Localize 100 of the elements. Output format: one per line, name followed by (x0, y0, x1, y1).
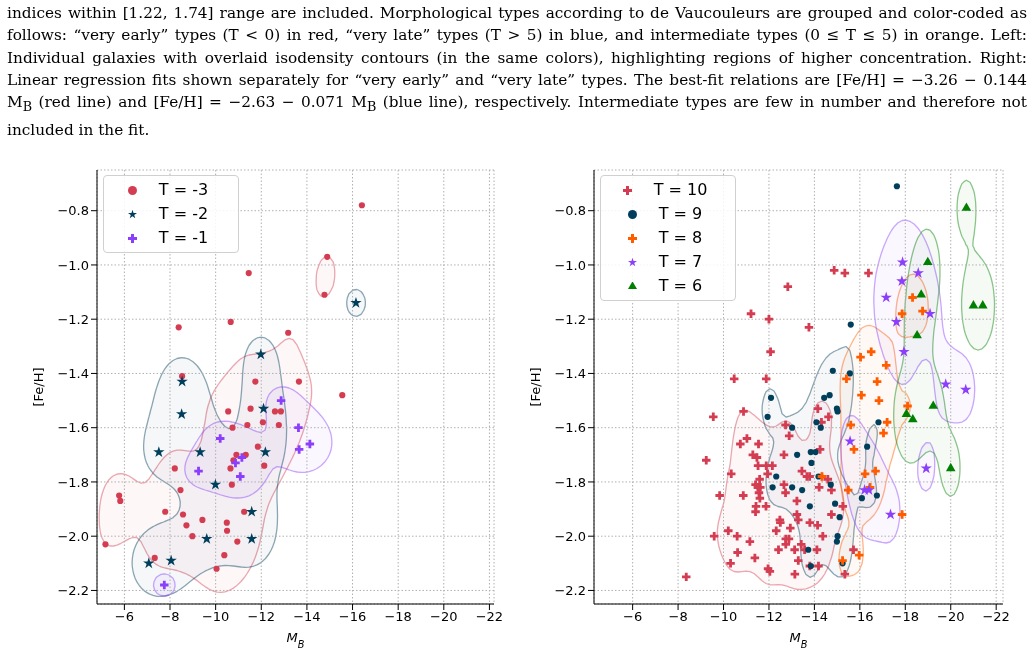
x-tick-label: −12 (755, 609, 783, 625)
point (854, 550, 864, 560)
y-tick-label: −1.6 (554, 420, 586, 436)
point (829, 367, 836, 374)
point (245, 269, 252, 277)
point (940, 378, 952, 390)
point (872, 377, 882, 386)
legend-label: T = 8 (658, 228, 703, 247)
point (849, 445, 859, 454)
point (223, 519, 230, 526)
point (805, 546, 812, 553)
point (143, 557, 155, 569)
y-axis-title: [Fe/H] (31, 367, 46, 407)
point (827, 481, 834, 488)
point (858, 495, 865, 502)
point (175, 408, 188, 419)
legend-label: T = 6 (658, 276, 703, 295)
point (866, 347, 876, 356)
y-tick-label: −1.2 (554, 311, 586, 327)
y-tick-label: −1.2 (57, 311, 89, 327)
point (875, 419, 882, 426)
point (898, 345, 910, 357)
point (897, 510, 907, 519)
x-tick-label: −10 (201, 609, 230, 625)
point (890, 315, 903, 327)
point (227, 318, 234, 325)
point (960, 383, 972, 395)
x-tick-label: −10 (709, 609, 738, 625)
point (838, 556, 847, 565)
point (764, 413, 771, 420)
legend-label: T = -3 (158, 180, 209, 199)
point (799, 486, 806, 494)
y-tick-label: −1.6 (57, 420, 89, 436)
point (244, 421, 251, 429)
point (175, 324, 182, 331)
point (896, 275, 908, 287)
y-tick-label: −2.2 (57, 583, 89, 599)
point (229, 424, 236, 431)
point (277, 408, 284, 415)
point (215, 434, 225, 443)
point (231, 458, 240, 468)
point (227, 465, 234, 472)
point (221, 552, 228, 559)
point (844, 435, 856, 447)
point (241, 508, 248, 515)
point (271, 408, 279, 415)
point (257, 402, 270, 414)
point (199, 516, 206, 523)
x-axis-title: M$_{B}$ (789, 630, 808, 650)
point (789, 484, 796, 491)
point (223, 527, 231, 534)
x-tick-label: −18 (891, 609, 920, 625)
point (339, 392, 346, 399)
point (968, 300, 979, 309)
point (893, 183, 900, 190)
x-tick-label: −16 (846, 609, 874, 625)
y-tick-label: −1.0 (57, 257, 89, 273)
point (821, 394, 828, 401)
legend-label: T = -2 (158, 204, 209, 223)
x-tick-label: −16 (338, 609, 367, 625)
point (918, 306, 927, 316)
y-tick-label: −1.8 (57, 474, 89, 490)
point (884, 508, 897, 520)
point (295, 378, 303, 385)
point (846, 370, 853, 377)
point (916, 289, 927, 298)
point (285, 329, 292, 336)
x-tick-label: −6 (623, 609, 643, 625)
point (901, 408, 912, 417)
point (176, 375, 188, 387)
point (882, 418, 892, 427)
point (873, 492, 880, 499)
x-tick-label: −14 (293, 609, 321, 625)
y-tick-label: −1.4 (554, 366, 586, 382)
point (907, 414, 918, 423)
point (847, 321, 854, 328)
x-tick-label: −6 (114, 609, 134, 625)
point (358, 202, 365, 209)
legend-label: T = -1 (158, 228, 209, 247)
y-tick-label: −0.8 (554, 203, 586, 219)
point (897, 309, 907, 319)
x-tick-label: −14 (800, 609, 829, 625)
point (879, 428, 888, 438)
point (922, 256, 933, 265)
point (794, 451, 801, 458)
point (874, 396, 884, 405)
x-tick-label: −22 (982, 609, 1010, 625)
point (813, 419, 820, 426)
point (856, 352, 865, 362)
point (233, 451, 240, 458)
point (767, 394, 775, 401)
point (275, 421, 282, 429)
point (857, 390, 866, 400)
legend-label: T = 9 (658, 204, 703, 223)
point (896, 256, 909, 268)
point (246, 532, 258, 544)
legend-label: T = 7 (658, 252, 703, 271)
point (773, 473, 780, 480)
point (254, 443, 261, 450)
point (812, 449, 819, 456)
